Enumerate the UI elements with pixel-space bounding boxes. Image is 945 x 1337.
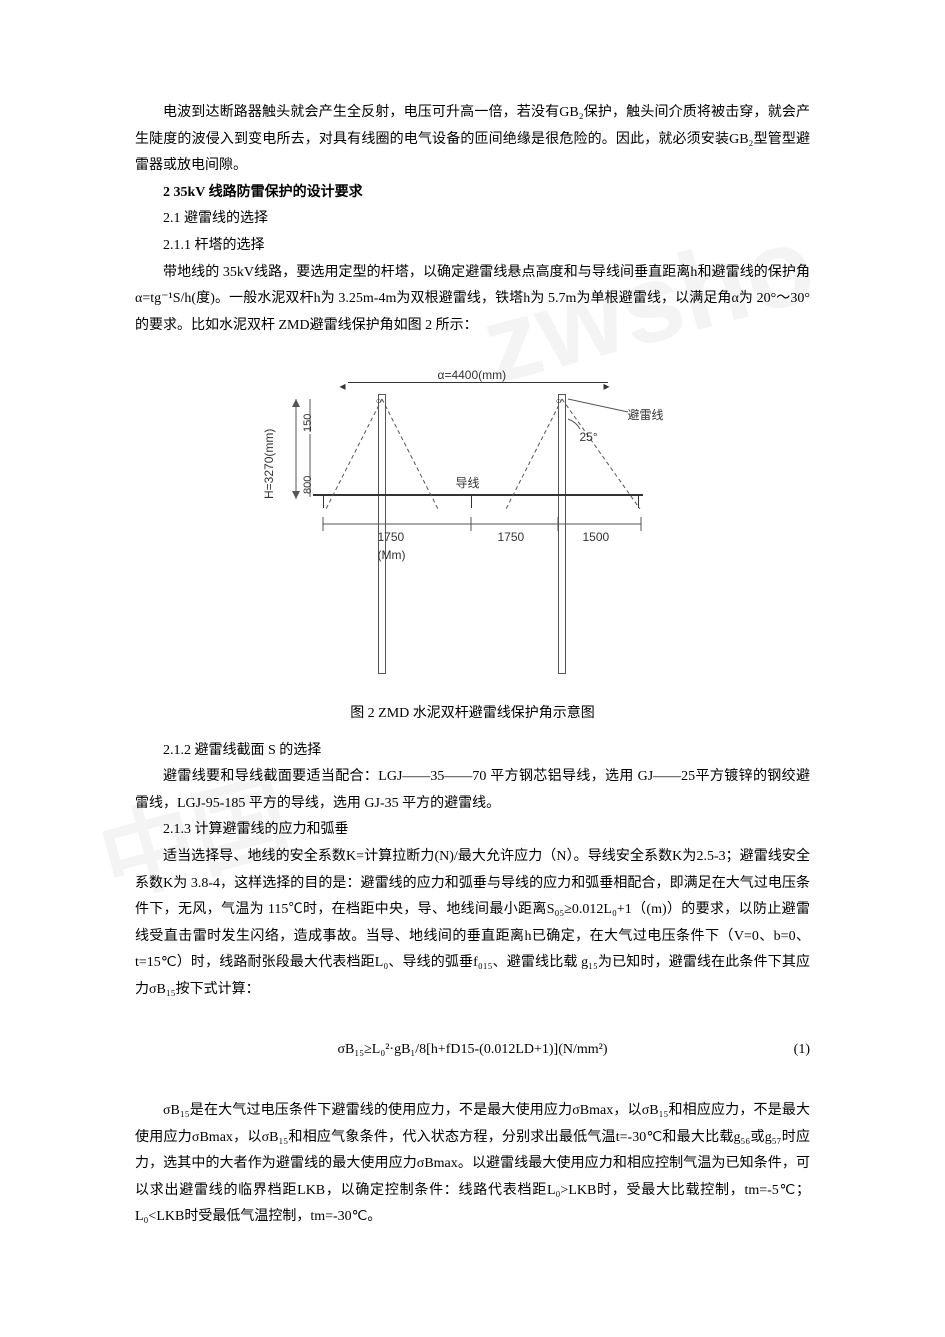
heading-2-1-2: 2.1.2 避雷线截面 S 的选择 bbox=[135, 738, 810, 765]
paragraph-5: σB₁₅是在大气过电压条件下避雷线的使用应力，不是最大使用应力σBmax，以σB… bbox=[135, 1098, 810, 1231]
formula-text: σB₁₅≥L₀²·gB₁/8[h+fD15-(0.012LD+1)](N/mm²… bbox=[337, 1042, 607, 1057]
paragraph-2: 带地线的 35kV线路，要选用定型的杆塔，以确定避雷线悬点高度和与导线间垂直距离… bbox=[135, 260, 810, 340]
heading-2: 2 35kV 线路防雷保护的设计要求 bbox=[135, 180, 810, 207]
dim-1750b: 1750 bbox=[498, 526, 525, 549]
h-top-label: 150 bbox=[298, 414, 319, 432]
paragraph-intro: 电波到达断路器触头就会产生全反射，电压可升高一倍，若没有GB₂保护，触头间介质将… bbox=[135, 100, 810, 180]
conductor-label: 导线 bbox=[456, 472, 480, 495]
figure-2-wrap: ◂ ▸ α=4400(mm) ○ ○ bbox=[135, 364, 810, 727]
h-mid-label: 800 bbox=[298, 476, 319, 494]
diagram-svg bbox=[258, 364, 688, 684]
shield-wire-label: 避雷线 bbox=[628, 404, 664, 427]
spacer bbox=[135, 1003, 810, 1019]
paragraph-4: 适当选择导、地线的安全系数K=计算拉断力(N)/最大允许应力（N）。导线安全系数… bbox=[135, 844, 810, 1004]
formula-number: (1) bbox=[794, 1037, 810, 1064]
page-body: 电波到达断路器触头就会产生全反射，电压可升高一倍，若没有GB₂保护，触头间介质将… bbox=[135, 100, 810, 1231]
dim-1500: 1500 bbox=[583, 526, 610, 549]
heading-2-1-3: 2.1.3 计算避雷线的应力和弧垂 bbox=[135, 817, 810, 844]
spacer bbox=[135, 1082, 810, 1098]
formula-1: σB₁₅≥L₀²·gB₁/8[h+fD15-(0.012LD+1)](N/mm²… bbox=[135, 1037, 810, 1064]
dim-unit: (Mm) bbox=[378, 544, 406, 567]
paragraph-3: 避雷线要和导线截面要适当配合：LGJ――35――70 平方钢芯铝导线，选用 GJ… bbox=[135, 764, 810, 817]
figure-caption: 图 2 ZMD 水泥双杆避雷线保护角示意图 bbox=[135, 701, 810, 728]
figure-2-diagram: ◂ ▸ α=4400(mm) ○ ○ bbox=[258, 364, 688, 684]
angle-label: 25° bbox=[580, 426, 598, 449]
height-label: H=3270(mm) bbox=[258, 429, 281, 499]
heading-2-1-1: 2.1.1 杆塔的选择 bbox=[135, 233, 810, 260]
heading-2-1: 2.1 避雷线的选择 bbox=[135, 206, 810, 233]
